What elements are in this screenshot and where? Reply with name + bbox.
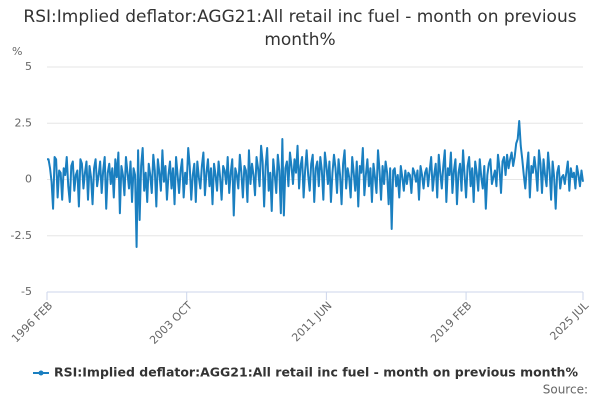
x-tick-label: 2003 OCT [147, 299, 195, 347]
x-tick-label: 2019 FEB [428, 299, 474, 345]
x-tick-label: 2025 JUL [547, 298, 591, 342]
y-tick-label: -2.5 [11, 229, 32, 242]
y-tick-label: 0 [25, 173, 32, 186]
chart-title: RSI:Implied deflator:AGG21:All retail in… [23, 7, 577, 50]
x-tick-label: 2011 JUN [289, 299, 334, 344]
x-tick-label: 1996 FEB [9, 299, 55, 345]
legend-marker [38, 370, 44, 376]
y-tick-label: 2.5 [15, 116, 33, 129]
source: Source: [543, 383, 588, 397]
y-axis-label: % [12, 45, 22, 58]
y-tick-label: 5 [25, 60, 32, 73]
y-tick-label: -5 [21, 285, 32, 298]
series-line [47, 120, 584, 248]
legend-label: RSI:Implied deflator:AGG21:All retail in… [54, 365, 578, 380]
